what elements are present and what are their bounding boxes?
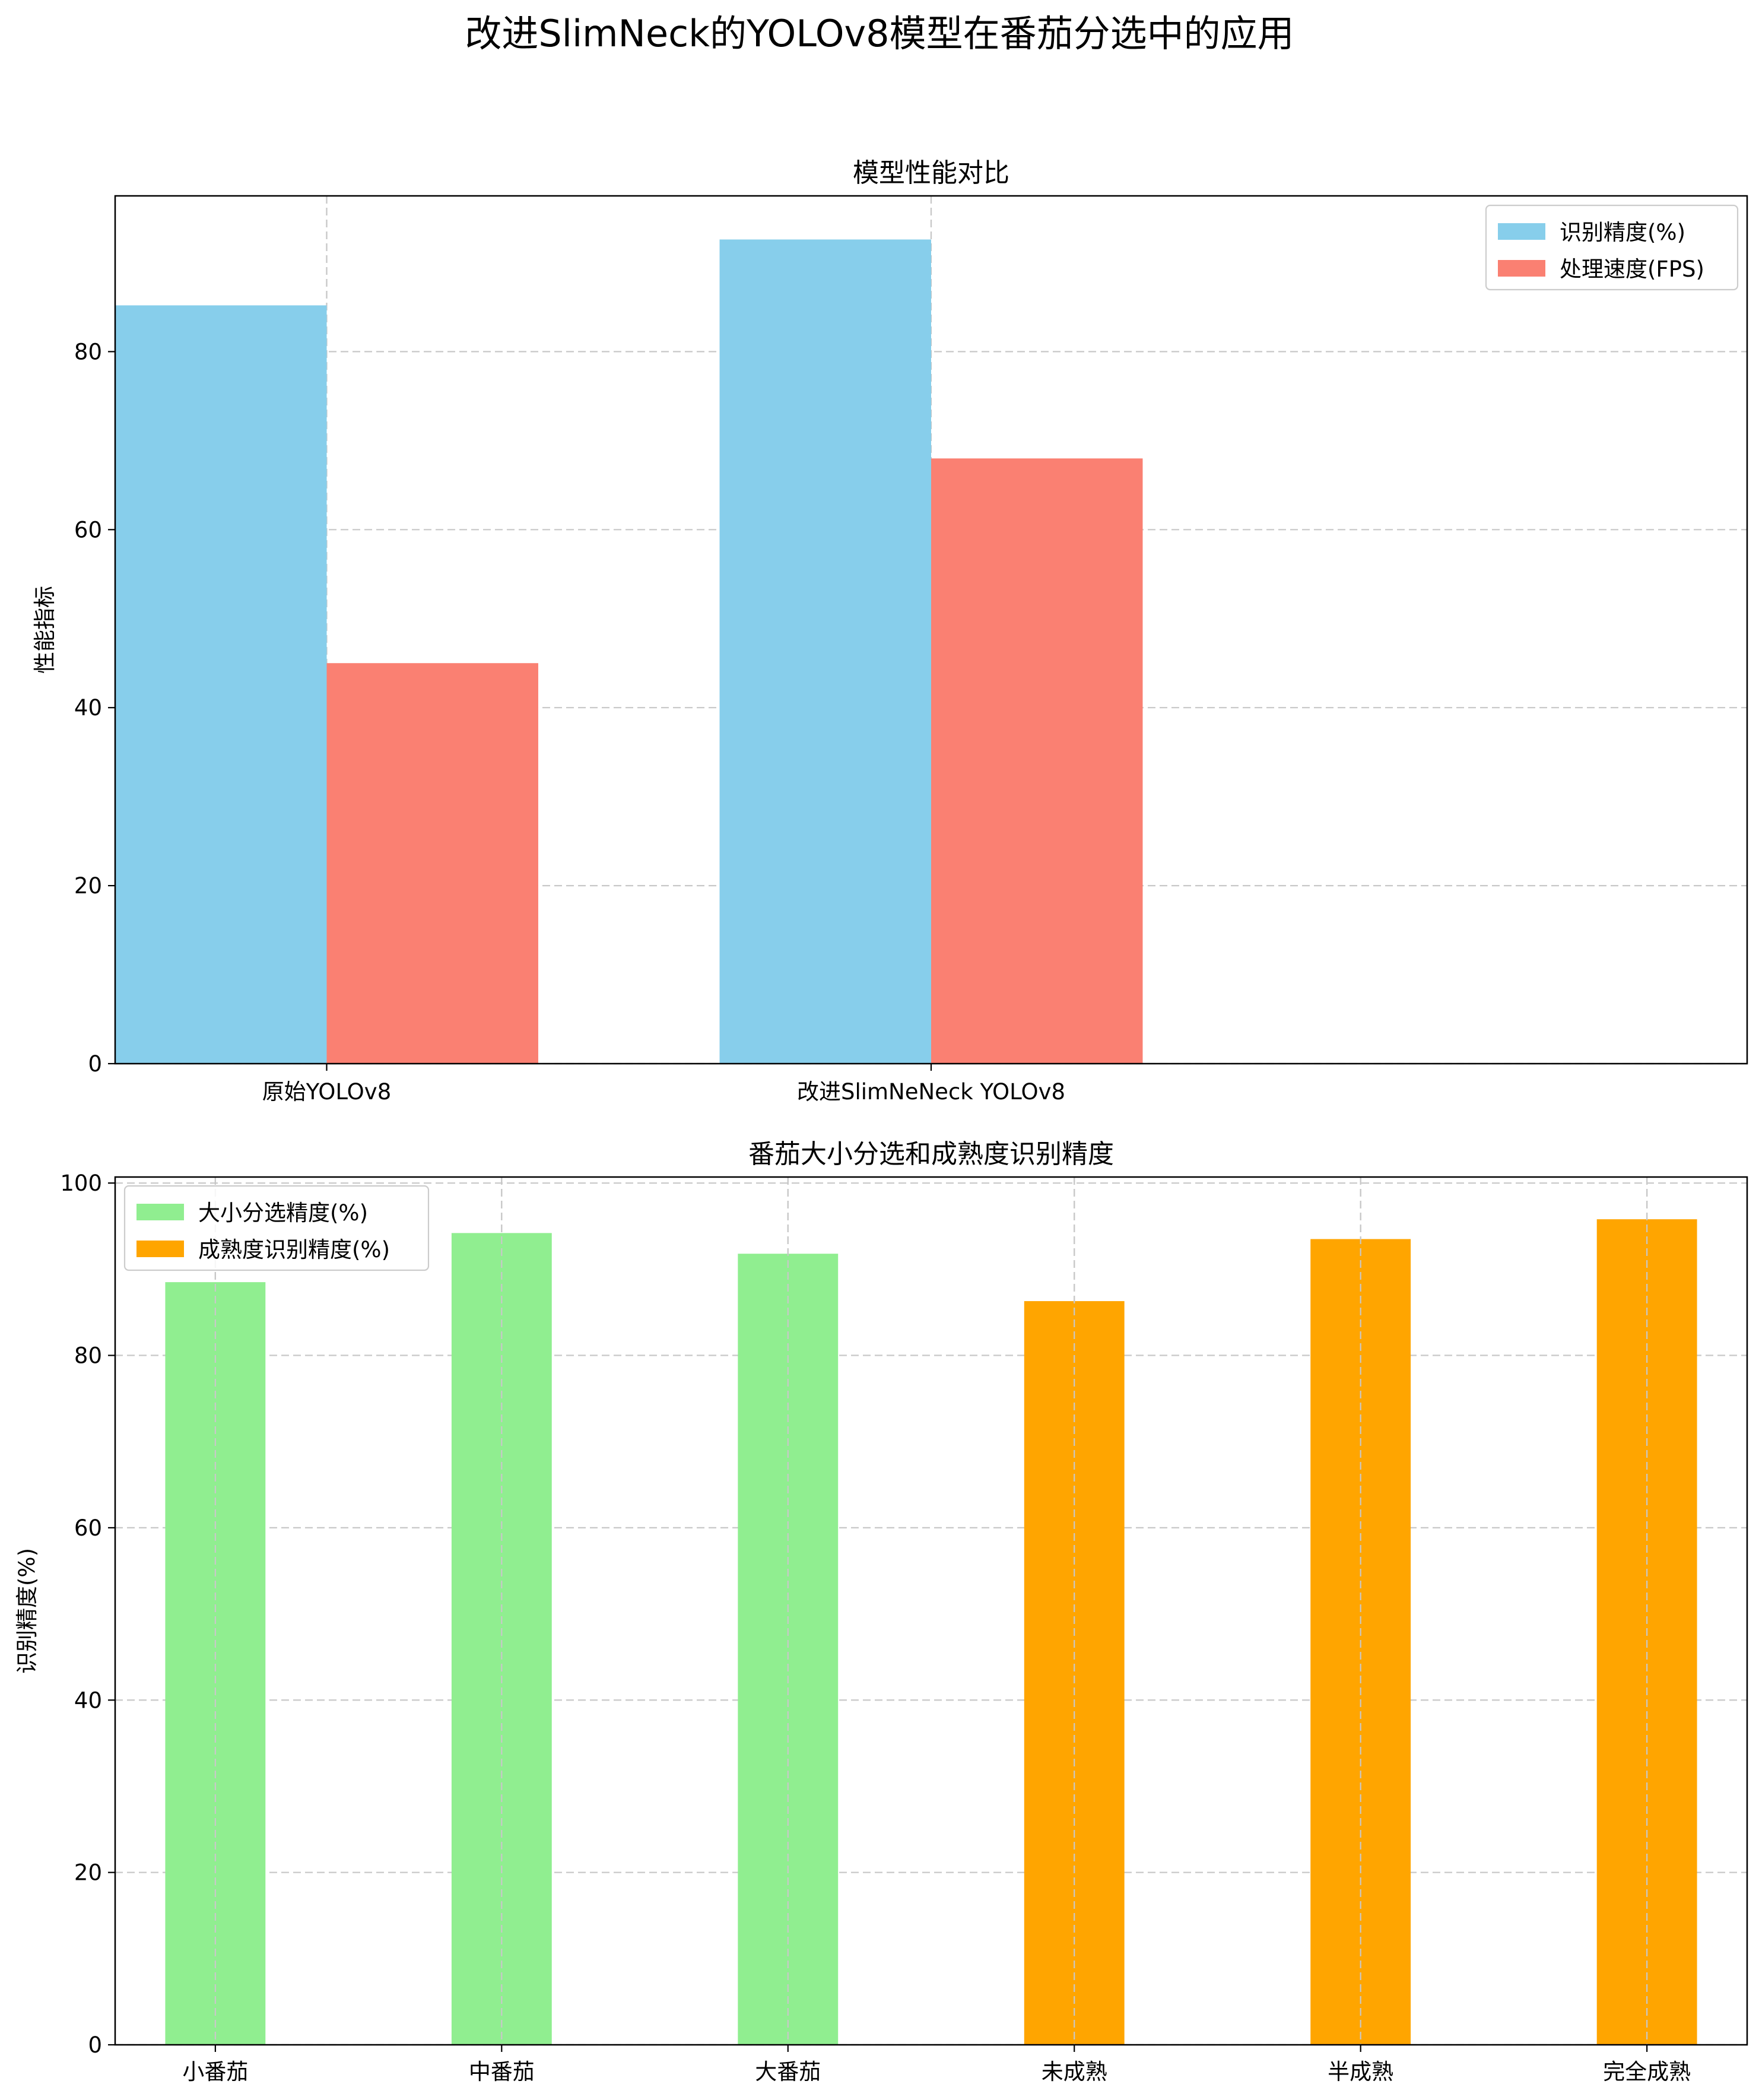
chart-title: 番茄大小分选和成熟度识别精度: [748, 1139, 1114, 1169]
figure-title: 改进SlimNeck的YOLOv8模型在番茄分选中的应用: [465, 12, 1294, 55]
y-tick-label: 0: [88, 2032, 102, 2058]
chart-title: 模型性能对比: [853, 158, 1009, 188]
bar-accuracy: [115, 305, 327, 1064]
y-tick-label: 100: [60, 1170, 102, 1196]
x-tick-label: 完全成熟: [1603, 2059, 1691, 2085]
y-tick-label: 40: [74, 695, 102, 721]
legend-label: 识别精度(%): [1560, 220, 1685, 245]
x-tick-label: 大番茄: [755, 2059, 821, 2085]
x-tick-label: 中番茄: [469, 2059, 535, 2085]
legend-label: 大小分选精度(%): [198, 1200, 368, 1226]
y-axis-label: 性能指标: [32, 586, 58, 674]
legend-box: [123, 1185, 430, 1271]
x-tick-label: 改进SlimNeNeck YOLOv8: [797, 1079, 1065, 1105]
x-tick-label: 小番茄: [182, 2059, 248, 2085]
y-tick-label: 20: [74, 873, 102, 899]
y-axis-label: 识别精度(%): [14, 1548, 40, 1674]
y-tick-label: 0: [88, 1051, 102, 1077]
bar-3: [1024, 1301, 1125, 2045]
x-tick-label: 半成熟: [1328, 2059, 1393, 2085]
x-tick-label: 原始YOLOv8: [262, 1079, 392, 1105]
y-tick-label: 60: [74, 1515, 102, 1541]
legend-label: 处理速度(FPS): [1560, 256, 1704, 282]
plot-frame: [114, 195, 1748, 1065]
legend-label: 成熟度识别精度(%): [198, 1237, 390, 1262]
x-tick-label: 未成熟: [1042, 2059, 1107, 2085]
legend-swatch: [1498, 260, 1545, 277]
bar-fps: [931, 458, 1143, 1064]
bar-accuracy: [719, 239, 931, 1064]
legend-swatch: [1498, 223, 1545, 240]
plot-frame: [114, 1176, 1748, 2046]
y-tick-label: 80: [74, 1343, 102, 1369]
bar-fps: [326, 663, 538, 1064]
y-tick-label: 60: [74, 517, 102, 543]
y-tick-label: 80: [74, 339, 102, 364]
legend-box: [1485, 204, 1739, 291]
y-tick-label: 20: [74, 1860, 102, 1886]
legend-swatch: [136, 1241, 184, 1257]
bar-1: [451, 1233, 552, 2045]
legend-swatch: [136, 1204, 184, 1220]
y-tick-label: 40: [74, 1687, 102, 1713]
